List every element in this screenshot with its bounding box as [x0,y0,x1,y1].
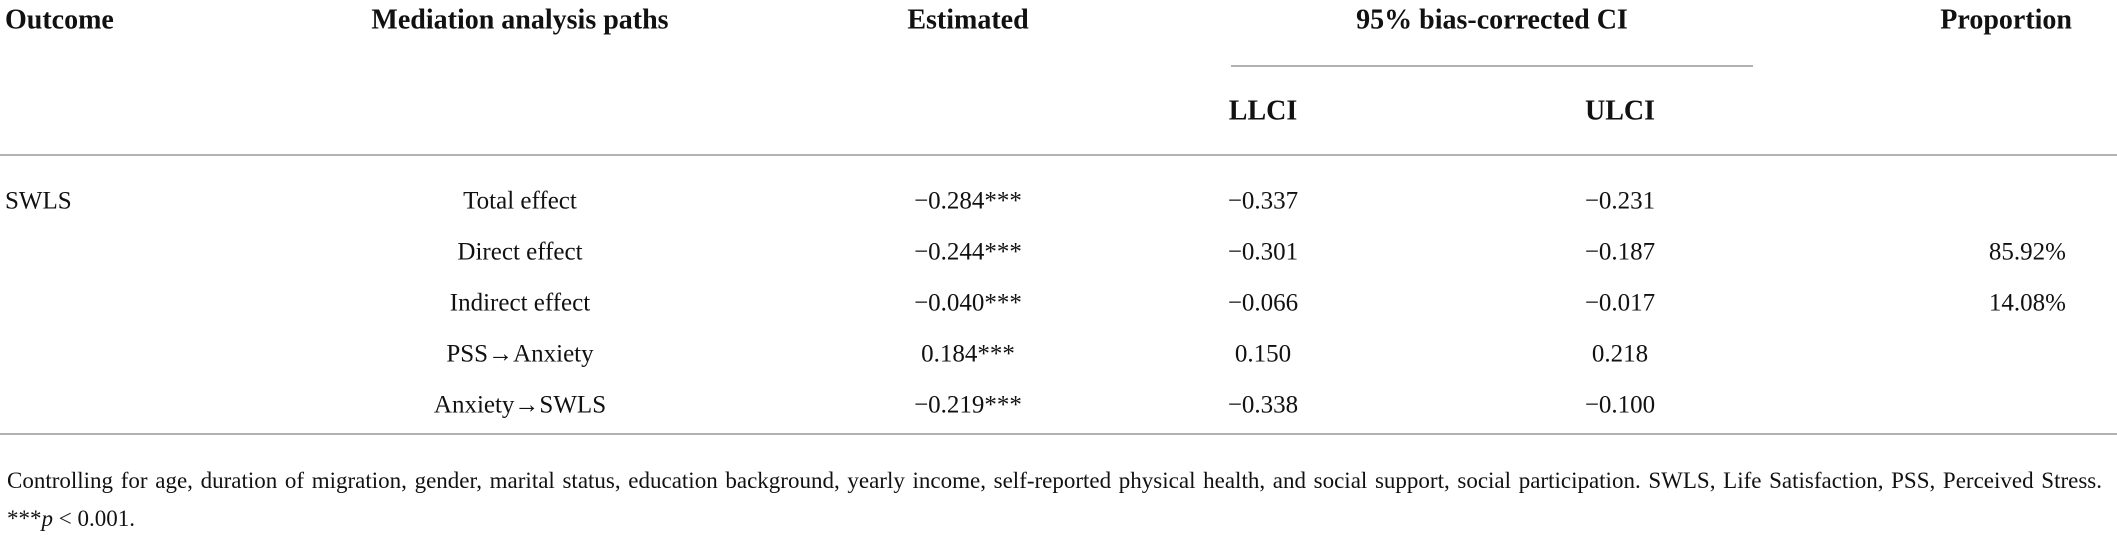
cell-proportion: 14.08% [1989,290,2066,317]
footnote: Controlling for age, duration of migrati… [7,462,2102,538]
table: Outcome Mediation analysis paths Estimat… [0,4,2117,435]
header-estimated: Estimated [907,4,1029,35]
cell-proportion: 85.92% [1989,239,2066,266]
cell-ulci: −0.017 [1585,290,1655,317]
cell-estimated: −0.244*** [914,239,1022,266]
note-italic: p [41,506,54,531]
cell-llci: 0.150 [1235,341,1291,368]
cell-path: Indirect effect [450,290,590,317]
cell-outcome: SWLS [5,188,72,215]
note-tail: < 0.001. [53,506,135,531]
cell-ulci: −0.100 [1585,392,1655,419]
cell-llci: −0.066 [1228,290,1298,317]
cell-estimated: −0.284*** [914,188,1022,215]
cell-estimated: −0.219*** [914,392,1022,419]
cell-ulci: 0.218 [1592,341,1648,368]
header-paths: Mediation analysis paths [371,4,668,35]
header-outcome: Outcome [5,4,114,35]
cell-path: PSS→Anxiety [446,341,594,368]
cell-path: Direct effect [457,239,582,266]
cell-path: Anxiety→SWLS [434,392,606,419]
cell-ulci: −0.187 [1585,239,1655,266]
cell-llci: −0.337 [1228,188,1298,215]
note-text: Controlling for age, duration of migrati… [7,468,2102,531]
cell-estimated: 0.184*** [921,341,1015,368]
cell-ulci: −0.231 [1585,188,1655,215]
cell-path: Total effect [463,188,577,215]
header-proportion: Proportion [1940,4,2072,35]
cell-estimated: −0.040*** [914,290,1022,317]
header-ulci: ULCI [1585,95,1655,126]
header-llci: LLCI [1229,95,1297,126]
cell-llci: −0.301 [1228,239,1298,266]
cell-llci: −0.338 [1228,392,1298,419]
header-ci: 95% bias-corrected CI [1356,4,1628,35]
